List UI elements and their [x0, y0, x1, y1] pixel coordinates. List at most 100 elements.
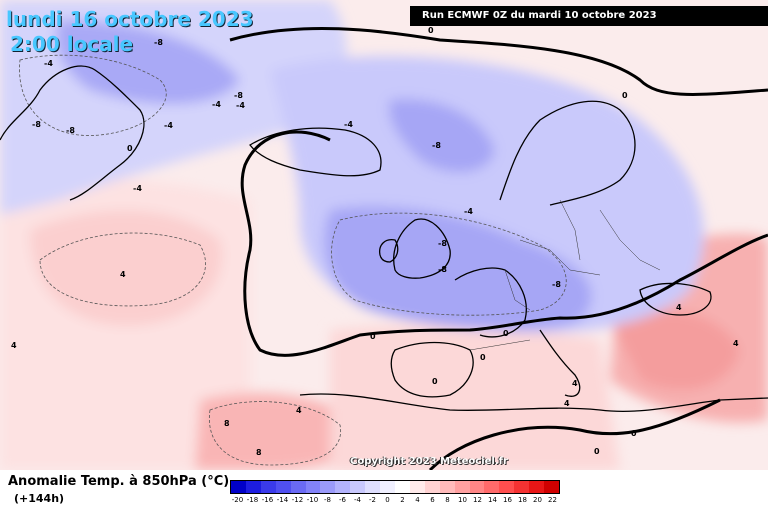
isoline-label: 0 [432, 377, 438, 386]
warm-area-africa [195, 393, 362, 470]
color-scale-cell [439, 481, 455, 493]
color-scale-cell [320, 481, 336, 493]
color-scale-tick: 10 [458, 496, 467, 504]
color-scale-cell [409, 481, 425, 493]
color-scale-cell [245, 481, 261, 493]
color-scale-cell [529, 481, 545, 493]
isoline-label: 8 [224, 419, 230, 428]
isoline-label: 0 [127, 144, 133, 153]
color-scale-cell [394, 481, 410, 493]
coastlines [0, 65, 768, 412]
color-scale-tick: -18 [246, 496, 259, 504]
coast-scandinavia [499, 100, 636, 206]
isoline-label: 0 [370, 332, 376, 341]
isoline-label: -4 [133, 184, 142, 193]
isoline-label: 0 [622, 91, 628, 100]
warm-area-balkans [610, 310, 740, 390]
color-scale-tick: -14 [276, 496, 289, 504]
color-scale-cell [290, 481, 306, 493]
color-scale-cell [484, 481, 500, 493]
border-2 [519, 239, 601, 276]
color-scale-tick: 2 [400, 496, 405, 504]
isoline-label: -4 [212, 100, 221, 109]
color-scale-tick: -6 [339, 496, 346, 504]
legend-title: Anomalie Temp. à 850hPa (°C) [8, 474, 230, 489]
color-scale-tick: -8 [324, 496, 331, 504]
color-scale-cell [231, 481, 246, 493]
isoline-greenland [19, 54, 167, 136]
isoline-label: 4 [120, 270, 126, 279]
color-scale-bar [230, 480, 560, 494]
warm-area-mid-atlantic [30, 210, 222, 326]
isoline-label: 0 [480, 353, 486, 362]
cold-area-arctic [56, 20, 240, 104]
border-4 [599, 209, 661, 271]
isoline-label: 0 [594, 447, 600, 456]
zero-contour-north [229, 26, 768, 96]
isoline-label: 4 [676, 303, 682, 312]
isoline-label: 0 [631, 429, 637, 438]
country-borders [469, 199, 661, 351]
zero-anomaly-contours [229, 26, 768, 470]
color-scale-tick: -12 [291, 496, 304, 504]
color-scale-tick: 0 [385, 496, 390, 504]
color-scale-tick: 20 [533, 496, 542, 504]
color-scale-cell [350, 481, 366, 493]
isoline-labels: -8 -4 -8 -8 -4 -8 -4 0 -4 -4 -8 -4 -8 -4… [11, 26, 739, 457]
color-scale-cell [305, 481, 321, 493]
color-scale-cell [469, 481, 485, 493]
isoline-africa-warm [208, 401, 342, 466]
isoline-label: 0 [503, 329, 509, 338]
color-scale-cell [514, 481, 530, 493]
coast-iceland [249, 127, 382, 177]
color-scale-cell [260, 481, 276, 493]
isoline-label: 4 [572, 379, 578, 388]
warm-area-mediterranean [330, 324, 620, 470]
color-scale-tick: -2 [369, 496, 376, 504]
isoline-atlantic-warm [39, 232, 206, 307]
temperature-anomaly-map: -8 -4 -8 -8 -4 -8 -4 0 -4 -4 -8 -4 -8 -4… [0, 0, 768, 470]
isoline-label: -4 [344, 120, 353, 129]
color-scale-tick: -10 [306, 496, 319, 504]
forecast-time-title: 2:00 locale [10, 32, 134, 56]
coast-italy [539, 329, 581, 397]
color-scale-cell [365, 481, 381, 493]
isoline-label: 4 [11, 341, 17, 350]
anomaly-shading [0, 0, 768, 470]
copyright-text: Copyright 2023 Meteociel.fr [350, 456, 508, 467]
color-scale-cell [454, 481, 470, 493]
cold-area-scandinavia [389, 99, 495, 173]
isoline-label: -8 [552, 280, 561, 289]
coast-british-isles [393, 218, 451, 279]
color-scale-cell [275, 481, 291, 493]
border-1 [504, 269, 531, 311]
isoline-label: -8 [234, 91, 243, 100]
border-5 [469, 339, 531, 351]
zero-contour-africa [428, 398, 721, 470]
coast-ireland [379, 239, 399, 263]
color-scale-tick: 14 [488, 496, 497, 504]
isoline-label: -8 [432, 141, 441, 150]
color-scale-labels: -20 -18 -16 -14 -12 -10 -8 -6 -4 -2 0 2 4 6 8 10 12 14 16 1… [230, 496, 570, 508]
isoline-label: 0 [428, 26, 434, 35]
color-scale-cell [499, 481, 515, 493]
color-scale-tick: 16 [503, 496, 512, 504]
border-3 [559, 199, 581, 261]
color-scale-tick: -20 [231, 496, 244, 504]
isoline-label: -4 [44, 59, 53, 68]
color-scale-tick: 6 [430, 496, 435, 504]
legend-panel: Anomalie Temp. à 850hPa (°C) (+144h) -20… [0, 470, 768, 512]
isoline-label: 4 [564, 399, 570, 408]
model-run-banner: Run ECMWF 0Z du mardi 10 octobre 2023 [410, 6, 768, 26]
isoline-label: -8 [32, 120, 41, 129]
coast-iberia [390, 341, 474, 398]
isoline-label: 8 [256, 448, 262, 457]
isoline-label: -8 [66, 126, 75, 135]
isoline-label: -8 [438, 239, 447, 248]
color-scale-cell [335, 481, 351, 493]
isoline-label: -4 [464, 207, 473, 216]
color-scale-tick: -16 [261, 496, 274, 504]
color-scale-tick: 22 [548, 496, 557, 504]
isoline-europe-cold [331, 212, 567, 316]
